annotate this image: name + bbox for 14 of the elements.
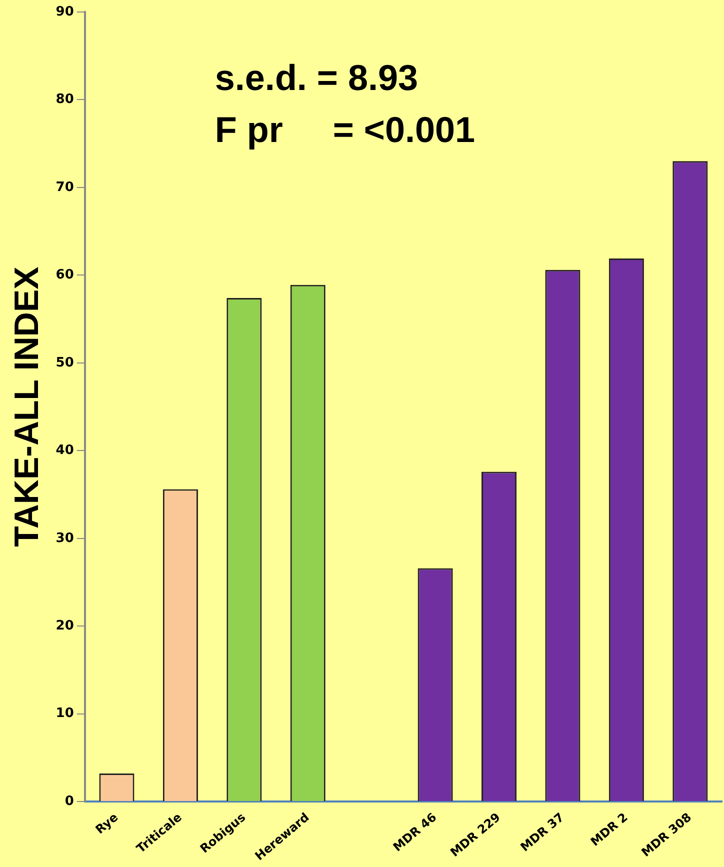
annotation: F pr = <0.001 [214,109,476,150]
y-tick-label: 90 [56,4,74,20]
y-tick-label: 20 [56,618,74,634]
y-tick-label: 60 [56,268,74,283]
y-tick-label: 10 [56,706,74,722]
y-tick-label: 30 [56,530,74,546]
y-tick-label: 80 [56,92,74,108]
annotation: s.e.d. = 8.93 [214,57,418,98]
y-tick-label: 70 [56,180,74,195]
y-tick-label: 0 [64,794,74,809]
x-tick-label: Rye [92,810,121,837]
y-axis-title: TAKE-ALL INDEX [8,266,46,547]
y-tick-label: 40 [56,443,74,458]
y-tick-label: 50 [56,355,74,370]
